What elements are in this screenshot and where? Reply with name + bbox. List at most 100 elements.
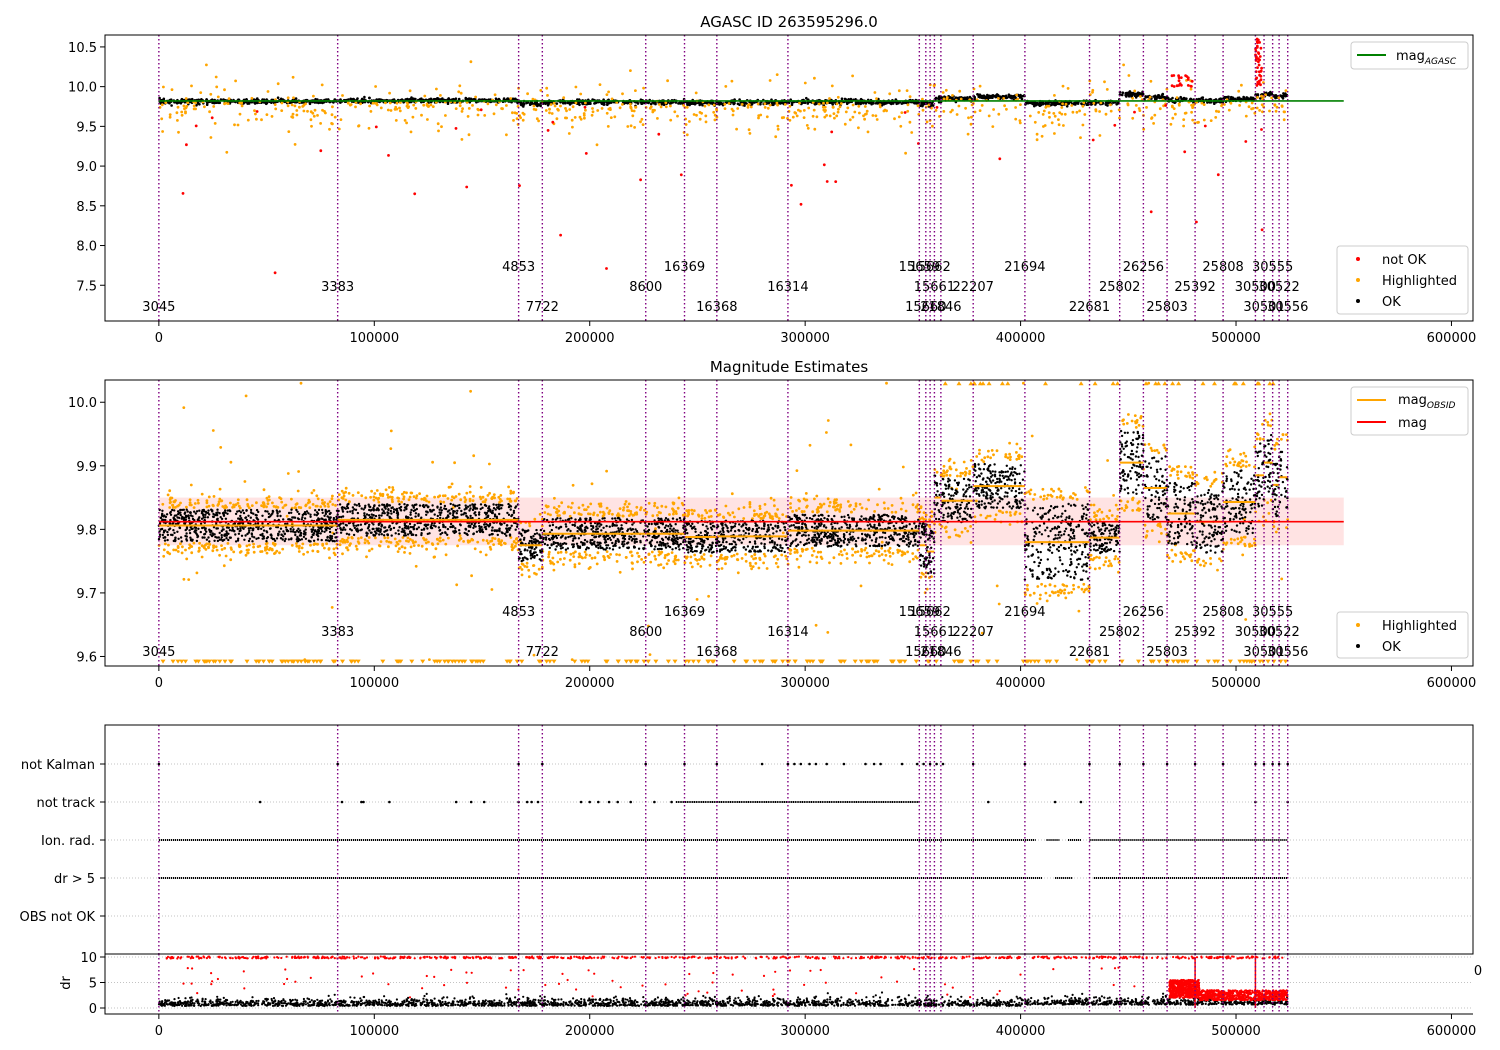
highlighted-point <box>740 557 744 560</box>
notok-point <box>255 110 259 113</box>
highlighted-point <box>1131 96 1134 100</box>
ok-point <box>205 103 209 106</box>
highlighted-point <box>1179 560 1182 564</box>
highlighted-point <box>888 551 892 554</box>
highlighted-point <box>837 553 841 556</box>
highlighted-point <box>776 557 780 561</box>
highlighted-point <box>967 116 970 120</box>
highlighted-point <box>189 483 193 487</box>
highlighted-point <box>327 547 331 550</box>
highlighted-point <box>286 104 290 108</box>
highlighted-point <box>1190 559 1194 563</box>
highlighted-point <box>320 83 324 87</box>
highlighted-point <box>1077 585 1080 589</box>
highlighted-point <box>641 123 645 126</box>
ok-point <box>661 101 664 105</box>
highlighted-point <box>364 496 368 500</box>
ok-point <box>1072 102 1076 105</box>
highlighted-point <box>469 60 473 64</box>
highlighted-point <box>162 85 165 89</box>
highlighted-point <box>690 565 694 569</box>
highlighted-point <box>1273 444 1277 447</box>
highlighted-point <box>584 553 588 557</box>
highlighted-point <box>1061 102 1064 106</box>
notok-point <box>1149 210 1153 214</box>
highlighted-point <box>398 539 402 543</box>
highlighted-point <box>234 79 238 83</box>
highlighted-point <box>578 512 581 516</box>
highlighted-point <box>665 562 669 566</box>
highlighted-point <box>1171 116 1175 120</box>
highlighted-point <box>262 488 266 492</box>
highlighted-point <box>629 512 633 516</box>
highlighted-point <box>723 102 727 106</box>
highlighted-point <box>949 467 953 471</box>
highlighted-point <box>521 118 525 122</box>
ok-point <box>1232 518 1235 521</box>
highlighted-point <box>784 554 788 558</box>
ok-point <box>691 550 694 553</box>
highlighted-point <box>309 118 313 122</box>
highlighted-point <box>880 540 884 544</box>
highlighted-point <box>1110 514 1114 517</box>
highlighted-point <box>1020 455 1024 459</box>
highlighted-point <box>631 114 635 118</box>
highlighted-point <box>393 537 397 541</box>
highlighted-point <box>512 540 516 544</box>
highlighted-point <box>1016 97 1020 101</box>
highlighted-point <box>414 107 418 110</box>
ok-point <box>724 537 727 540</box>
highlighted-point <box>776 127 780 131</box>
highlighted-point <box>1081 104 1085 108</box>
highlighted-point <box>1131 498 1134 502</box>
highlighted-point <box>608 106 612 110</box>
highlighted-point <box>1197 120 1200 124</box>
highlighted-point <box>459 498 463 502</box>
highlighted-point <box>768 79 772 82</box>
ok-point <box>678 101 682 104</box>
highlighted-point <box>1244 465 1248 468</box>
highlighted-point <box>945 470 948 474</box>
highlighted-point <box>1093 567 1097 571</box>
highlighted-point <box>605 111 609 115</box>
highlighted-point <box>406 106 410 109</box>
ok-point <box>1018 96 1022 99</box>
highlighted-point <box>451 495 454 499</box>
ok-point <box>506 511 509 515</box>
highlighted-point <box>326 502 330 506</box>
highlighted-point <box>882 109 886 113</box>
highlighted-point <box>1002 97 1006 100</box>
highlighted-point <box>512 490 515 494</box>
highlighted-point <box>942 110 946 113</box>
highlighted-point <box>797 507 801 510</box>
highlighted-point <box>1247 105 1251 109</box>
highlighted-point <box>802 116 806 119</box>
highlighted-point <box>545 86 549 90</box>
highlighted-point <box>865 112 868 116</box>
highlighted-point <box>707 103 711 107</box>
x-tick-label: 500000 <box>1211 331 1261 346</box>
highlighted-point <box>624 556 628 559</box>
highlighted-point <box>533 517 537 521</box>
highlighted-point <box>886 507 890 510</box>
highlighted-point <box>618 570 622 574</box>
highlighted-point <box>783 103 787 106</box>
ok-point <box>1129 91 1132 95</box>
ok-point <box>706 527 709 530</box>
highlighted-point <box>757 514 761 518</box>
highlighted-point <box>1205 478 1209 482</box>
highlighted-point <box>1237 89 1241 93</box>
highlighted-point <box>845 557 849 560</box>
highlighted-point <box>243 480 247 483</box>
highlighted-point <box>562 96 566 100</box>
highlighted-point <box>515 497 519 500</box>
highlighted-point <box>327 505 330 508</box>
highlighted-point <box>605 469 608 473</box>
highlighted-point <box>839 102 843 105</box>
highlighted-point <box>1099 101 1103 105</box>
ok-point <box>198 103 201 106</box>
highlighted-point <box>586 505 590 509</box>
highlighted-point <box>1060 112 1064 116</box>
highlighted-point <box>298 105 301 109</box>
highlighted-point <box>204 543 207 547</box>
